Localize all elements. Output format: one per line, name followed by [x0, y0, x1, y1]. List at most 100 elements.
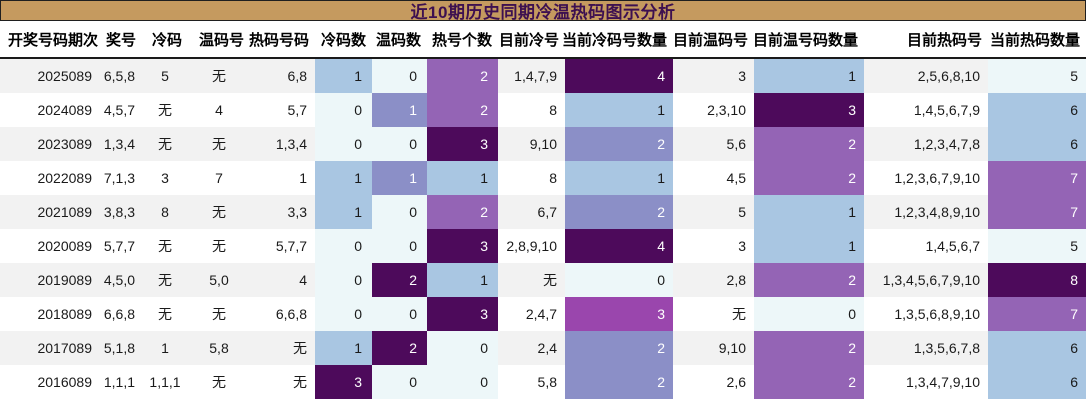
table-body: 2025089 6,5,8 5 无 6,8 1 0 2 1,4,7,9 4 3 1 2,5,6,8,10… [0, 59, 1086, 399]
cell-cur_cold: 2,8,9,10 [506, 238, 557, 254]
column-header-cold_count: 冷码数 [320, 31, 366, 49]
title-bar: 近10期历史同期冷温热码图示分析 [0, 0, 1086, 22]
cell-cur_hot: 1,3,5,6,7,8 [913, 340, 980, 356]
cell-hot: 3,3 [287, 204, 307, 220]
cell-cold_count: 0 [315, 263, 372, 297]
cell-hot: 无 [293, 340, 307, 356]
cell-cur_cold_count: 2 [565, 365, 673, 399]
table-row-2025089: 2025089 6,5,8 5 无 6,8 1 0 2 1,4,7,9 4 3 1 2,5,6,8,10… [0, 59, 1086, 93]
cell-cur_warm_count: 1 [754, 195, 864, 229]
cell-cur_cold_count: 2 [565, 195, 673, 229]
cell-cur_hot_count: 6 [988, 365, 1086, 399]
cell-cur_warm: 5,6 [726, 136, 746, 152]
cell-cur_cold_count: 1 [565, 93, 673, 127]
cell-cur_hot_count: 5 [988, 229, 1086, 263]
page-title: 近10期历史同期冷温热码图示分析 [410, 3, 676, 22]
cell-warm: 无 [212, 204, 226, 220]
cell-cur_cold_count: 1 [565, 161, 673, 195]
cell-cold: 8 [161, 204, 169, 220]
cell-prize: 1,1,1 [103, 374, 135, 390]
cell-warm_count: 0 [372, 365, 427, 399]
cell-hot_count: 2 [427, 59, 498, 93]
cell-cur_cold_count: 2 [565, 127, 673, 161]
cell-prize: 5,7,7 [103, 238, 135, 254]
table-row-2019089: 2019089 4,5,0 无 5,0 4 0 2 1 无 0 2,8 2 1,3,4,5,6,7,9,… [0, 263, 1086, 297]
cell-cold_count: 1 [315, 331, 372, 365]
table-row-2017089: 2017089 5,1,8 1 5,8 无 1 2 0 2,4 2 9,10 2 1,3,5,6,7,8… [0, 331, 1086, 365]
cell-period: 2016089 [37, 374, 92, 390]
cell-cur_warm: 无 [732, 306, 746, 322]
cell-cur_hot_count: 7 [988, 161, 1086, 195]
cell-cold: 3 [161, 170, 169, 186]
column-header-warm: 温码号 [198, 31, 244, 49]
cell-cur_hot_count: 7 [988, 297, 1086, 331]
cell-cur_warm: 3 [738, 68, 746, 84]
cell-cur_hot_count: 5 [988, 59, 1086, 93]
cell-cold_count: 1 [315, 195, 372, 229]
column-header-hot_count: 热号个数 [431, 31, 492, 49]
cell-period: 2017089 [37, 340, 92, 356]
cell-cur_warm: 2,3,10 [707, 102, 746, 118]
cell-cur_hot: 1,2,3,4,8,9,10 [894, 204, 980, 220]
cell-cur_warm: 2,8 [726, 272, 746, 288]
cell-cur_hot: 2,5,6,8,10 [917, 68, 980, 84]
cell-cold_count: 0 [315, 229, 372, 263]
cell-cold: 无 [158, 102, 172, 118]
cell-cur_hot_count: 6 [988, 331, 1086, 365]
cell-prize: 4,5,0 [103, 272, 135, 288]
cell-prize: 1,3,4 [103, 136, 135, 152]
cell-cur_warm: 4,5 [726, 170, 746, 186]
cell-cur_hot: 1,3,4,5,6,7,9,10 [882, 272, 980, 288]
cell-prize: 7,1,3 [103, 170, 135, 186]
cell-cur_cold_count: 2 [565, 331, 673, 365]
cell-cold: 无 [158, 306, 172, 322]
cell-warm: 无 [212, 68, 226, 84]
table-row-2024089: 2024089 4,5,7 无 4 5,7 0 1 2 8 1 2,3,10 3 1,4,5,6,7,9… [0, 93, 1086, 127]
cell-cold_count: 1 [315, 161, 372, 195]
table-row-2020089: 2020089 5,7,7 无无 5,7,7 0 0 3 2,8,9,10 4 3 1 1,4,5,6… [0, 229, 1086, 263]
table-row-2016089: 2016089 1,1,1 1,1,1 无无 3 0 0 5,8 2 2,6 2 1,3,4,7,9,… [0, 365, 1086, 399]
cell-warm: 无 [212, 374, 226, 390]
column-header-cur_cold_count: 当前冷码号数量 [561, 31, 667, 49]
cell-cur_cold_count: 4 [565, 229, 673, 263]
table-row-2023089: 2023089 1,3,4 无无 1,3,4 0 0 3 9,10 2 5,6 2 1,2,3,4,7… [0, 127, 1086, 161]
cell-hot_count: 3 [427, 127, 498, 161]
cell-hot_count: 0 [427, 365, 498, 399]
cell-period: 2018089 [37, 306, 92, 322]
cell-prize: 6,5,8 [103, 68, 135, 84]
cell-cur_cold_count: 0 [565, 263, 673, 297]
cell-cur_warm_count: 2 [754, 331, 864, 365]
cell-cur_warm_count: 2 [754, 127, 864, 161]
cell-hot: 5,7,7 [275, 238, 307, 254]
cell-cold_count: 0 [315, 93, 372, 127]
cell-cur_hot_count: 7 [988, 195, 1086, 229]
cell-cold: 1,1,1 [149, 374, 181, 390]
cell-cur_warm_count: 0 [754, 297, 864, 331]
column-header-period: 开奖号码期次 [7, 31, 98, 49]
cell-cur_hot: 1,2,3,4,7,8 [913, 136, 980, 152]
cell-period: 2021089 [37, 204, 92, 220]
cell-cur_hot_count: 6 [988, 93, 1086, 127]
column-header-cur_cold: 目前冷号 [498, 31, 559, 49]
cell-hot: 1,3,4 [275, 136, 307, 152]
cell-cur_warm: 9,10 [718, 340, 746, 356]
cell-warm: 无 [212, 306, 226, 322]
cell-warm_count: 0 [372, 297, 427, 331]
cell-cur_warm_count: 1 [754, 229, 864, 263]
cell-warm_count: 1 [372, 161, 427, 195]
cell-warm: 5,8 [209, 340, 229, 356]
cell-cur_hot: 1,4,5,6,7 [925, 238, 981, 254]
cell-hot_count: 1 [427, 263, 498, 297]
cell-cold: 5 [161, 68, 169, 84]
cell-hot_count: 3 [427, 297, 498, 331]
cell-hot_count: 3 [427, 229, 498, 263]
cell-hot: 6,8 [287, 68, 307, 84]
cell-period: 2024089 [37, 102, 92, 118]
cell-cur_cold: 8 [549, 170, 557, 186]
cell-warm_count: 2 [372, 331, 427, 365]
cell-cur_hot_count: 6 [988, 127, 1086, 161]
cell-cold_count: 0 [315, 127, 372, 161]
cell-cur_hot_count: 8 [988, 263, 1086, 297]
cell-cur_warm_count: 3 [754, 93, 864, 127]
cell-cur_cold_count: 3 [565, 297, 673, 331]
